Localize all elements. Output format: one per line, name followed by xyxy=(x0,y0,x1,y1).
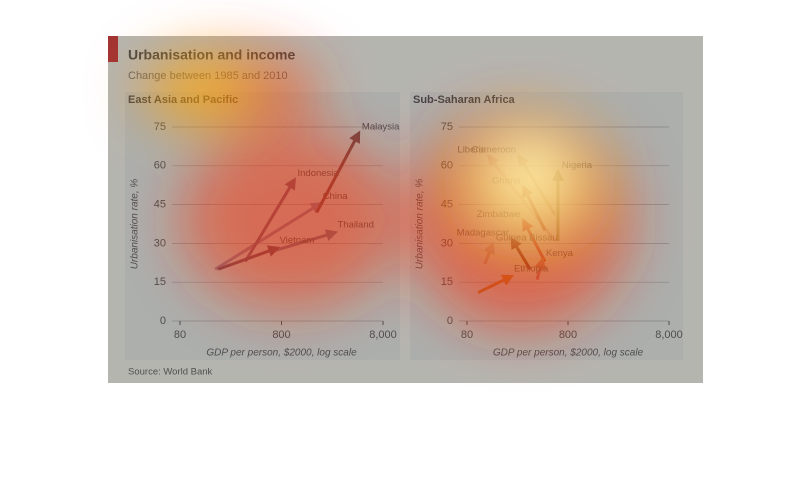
arrow-label: Vietnam xyxy=(280,235,315,246)
y-tick-label: 75 xyxy=(154,121,166,133)
y-tick-label: 45 xyxy=(441,199,453,211)
arrow-label: Malaysia xyxy=(362,121,400,132)
chart-title: Urbanisation and income xyxy=(128,47,295,63)
arrow-label: Nigeria xyxy=(562,160,593,171)
x-axis-label: GDP per person, $2000, log scale xyxy=(493,348,644,359)
arrow-label: Ghana xyxy=(492,176,521,187)
y-tick-label: 75 xyxy=(441,121,453,133)
y-tick-label: 45 xyxy=(154,199,166,211)
source: Source: World Bank xyxy=(128,367,213,378)
panel-title: Sub-Saharan Africa xyxy=(413,94,516,106)
chart-subtitle: Change between 1985 and 2010 xyxy=(128,70,288,82)
arrow-label: Kenya xyxy=(546,248,574,259)
x-tick-label: 800 xyxy=(559,329,577,341)
y-axis-label: Urbanisation rate, % xyxy=(130,179,141,270)
arrow-label: Indonesia xyxy=(297,168,339,179)
y-axis-label: Urbanisation rate, % xyxy=(415,179,426,270)
x-tick-label: 80 xyxy=(174,329,186,341)
x-tick-label: 8,000 xyxy=(369,329,397,341)
panel: Sub-Saharan Africa 0 15 30 45 60 75 80 800 8,000 G… xyxy=(410,92,683,360)
y-tick-label: 15 xyxy=(441,276,453,288)
y-tick-label: 60 xyxy=(441,160,453,172)
y-tick-label: 0 xyxy=(160,315,166,327)
arrow-label: Cameroon xyxy=(472,145,516,156)
arrow-label: Zimbabwe xyxy=(477,209,521,220)
y-tick-label: 30 xyxy=(441,237,453,249)
x-axis-label: GDP per person, $2000, log scale xyxy=(206,348,357,359)
panel-title: East Asia and Pacific xyxy=(128,94,238,106)
x-tick-label: 800 xyxy=(272,329,290,341)
panel: East Asia and Pacific 0 15 30 45 60 75 80 800 8,0… xyxy=(125,92,400,360)
arrow-label: Guinea Bissau xyxy=(496,233,558,244)
y-tick-label: 60 xyxy=(154,160,166,172)
red-tab xyxy=(108,36,118,62)
x-tick-label: 8,000 xyxy=(655,329,683,341)
arrow-label: Thailand xyxy=(337,220,373,231)
y-tick-label: 15 xyxy=(154,276,166,288)
x-tick-label: 80 xyxy=(461,329,473,341)
arrow-label: Ethiopia xyxy=(514,264,549,275)
y-tick-label: 0 xyxy=(447,315,453,327)
y-tick-label: 30 xyxy=(154,237,166,249)
